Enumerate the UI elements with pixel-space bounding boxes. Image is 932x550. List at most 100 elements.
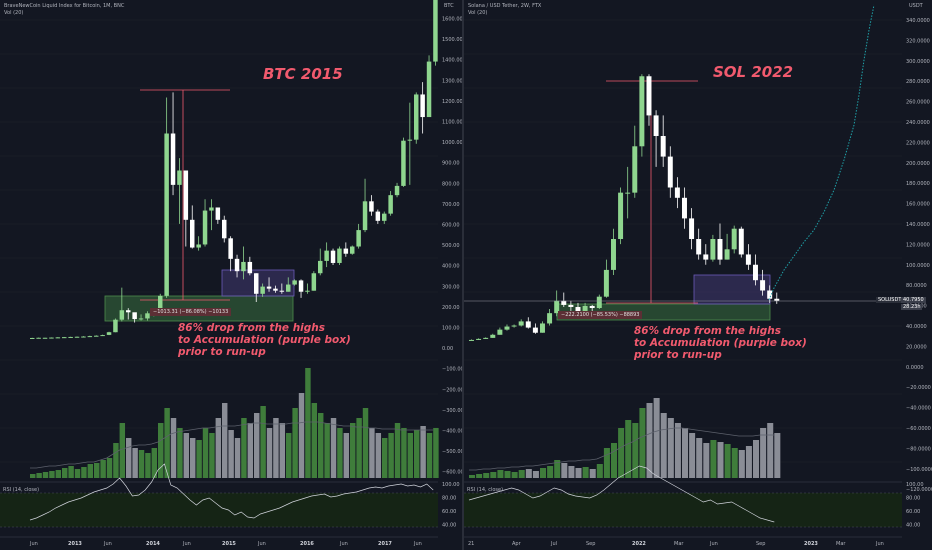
- y-tick-label: 800.00: [442, 181, 460, 187]
- sol-chart-pane[interactable]: 340.0000 320.0000 300.0000 280.0000 260.0000…: [464, 0, 932, 550]
- volume-bar: [589, 469, 596, 478]
- candle-body: [202, 210, 208, 245]
- x-tick-label: Jun: [29, 541, 38, 547]
- volume-bar: [696, 438, 703, 478]
- sol-last-sub: 28.23h: [901, 304, 923, 310]
- candle-body: [646, 76, 652, 116]
- btc-chart-svg[interactable]: 1600.00 1500.00 1400.00 1300.00 1200.00 1100.…: [0, 0, 462, 550]
- x-tick-label: Apr: [512, 541, 522, 547]
- candle-body: [426, 61, 432, 118]
- candle-body: [30, 337, 35, 339]
- y-tick-label: 700.00: [442, 202, 460, 208]
- candle-body: [286, 284, 291, 292]
- candle-body: [547, 313, 553, 324]
- x-tick-label: Jun: [709, 541, 718, 547]
- candle-body: [356, 230, 361, 247]
- y-tick-label: −400.00: [442, 429, 462, 435]
- volume-bar: [717, 442, 724, 478]
- volume-bar: [382, 438, 388, 478]
- y-tick-label: 200.00: [442, 305, 460, 311]
- x-tick-label: Sep: [756, 541, 765, 547]
- x-tick-label: 2017: [378, 541, 392, 547]
- volume-bar: [540, 468, 547, 478]
- volume-bar: [132, 448, 138, 478]
- volume-bar: [497, 470, 504, 478]
- candle-body: [632, 146, 638, 193]
- x-tick-label: 21: [468, 541, 474, 547]
- volume-bar: [202, 428, 209, 478]
- volume-bar: [653, 398, 660, 478]
- candle-body: [469, 339, 474, 341]
- sol-symbol-badge[interactable]: SOLUSDT: [876, 297, 904, 303]
- y-tick-label: 1100.00: [442, 120, 462, 126]
- candle-body: [433, 0, 438, 62]
- candle-body: [401, 140, 406, 186]
- btc-chart-pane[interactable]: 1600.00 1500.00 1400.00 1300.00 1200.00 1100.…: [0, 0, 462, 550]
- candle-body: [611, 239, 616, 270]
- volume-bar: [177, 428, 183, 478]
- btc-note-line-3: prior to run-up: [178, 346, 266, 358]
- rsi-tick-label: 80.00: [906, 496, 920, 502]
- volume-bar: [209, 433, 215, 478]
- y-tick-label: 80.0000: [906, 283, 927, 289]
- candle-body: [266, 286, 272, 289]
- volume-bar: [36, 473, 42, 478]
- candle-body: [490, 334, 496, 338]
- volume-bar: [476, 474, 483, 478]
- sol-rsi-label: RSI (14, close): [467, 487, 504, 493]
- btc-note-line-2: to Accumulation (purple box): [178, 334, 351, 346]
- candle-body: [589, 305, 595, 309]
- volume-bar: [582, 467, 589, 478]
- rsi-band: [464, 493, 902, 527]
- candle-body: [337, 248, 342, 263]
- candle-body: [260, 286, 265, 294]
- y-tick-label: 200.0000: [906, 161, 930, 167]
- volume-bar: [119, 423, 126, 478]
- candle-body: [575, 306, 581, 312]
- volume-bar: [426, 433, 433, 478]
- volume-bar: [164, 408, 170, 478]
- candle-body: [731, 228, 737, 250]
- y-tick-label: 0.0000: [906, 365, 924, 371]
- sol-chart-svg[interactable]: 340.0000 320.0000 300.0000 280.0000 260.0000…: [464, 0, 932, 550]
- y-tick-label: 40.0000: [906, 324, 927, 330]
- sol-symbol-title[interactable]: Solana / USD Tether, 2W, FTX: [468, 3, 542, 9]
- volume-bar: [767, 423, 774, 478]
- candle-body: [388, 195, 393, 214]
- y-tick-label: 1000.00: [442, 140, 462, 146]
- candle-body: [554, 300, 560, 314]
- candle-body: [138, 318, 144, 320]
- volume-bar: [324, 423, 330, 478]
- candle-body: [132, 312, 137, 320]
- volume-bar: [74, 469, 81, 478]
- volume-bar: [469, 475, 476, 478]
- candle-body: [667, 156, 673, 188]
- candle-body: [682, 197, 687, 219]
- candle-body: [119, 310, 125, 320]
- volume-bar: [62, 468, 68, 478]
- y-tick-label: 120.0000: [906, 242, 930, 248]
- volume-bar: [228, 430, 234, 478]
- volume-bar: [639, 408, 646, 478]
- volume-bar: [674, 423, 681, 478]
- y-tick-label: 600.00: [442, 223, 460, 229]
- volume-bar: [689, 433, 696, 478]
- x-tick-label: Jul: [550, 541, 557, 547]
- candle-body: [55, 337, 61, 339]
- volume-bar: [394, 423, 401, 478]
- candle-body: [234, 258, 240, 272]
- candle-body: [183, 170, 189, 220]
- candle-body: [330, 250, 336, 263]
- candle-body: [753, 264, 758, 281]
- y-tick-label: 260.0000: [906, 100, 930, 106]
- candle-body: [106, 332, 112, 335]
- btc-symbol-title[interactable]: BraveNewCoin Liquid Index for Bitcoin, 1…: [4, 3, 125, 9]
- volume-bar: [611, 443, 618, 478]
- rsi-tick-label: 60.00: [906, 509, 920, 515]
- y-tick-label: 240.0000: [906, 120, 930, 126]
- volume-bar: [660, 413, 667, 478]
- candle-body: [362, 201, 368, 231]
- volume-bar: [292, 408, 298, 478]
- x-tick-label: Mar: [674, 541, 684, 547]
- pane-divider[interactable]: [462, 0, 464, 550]
